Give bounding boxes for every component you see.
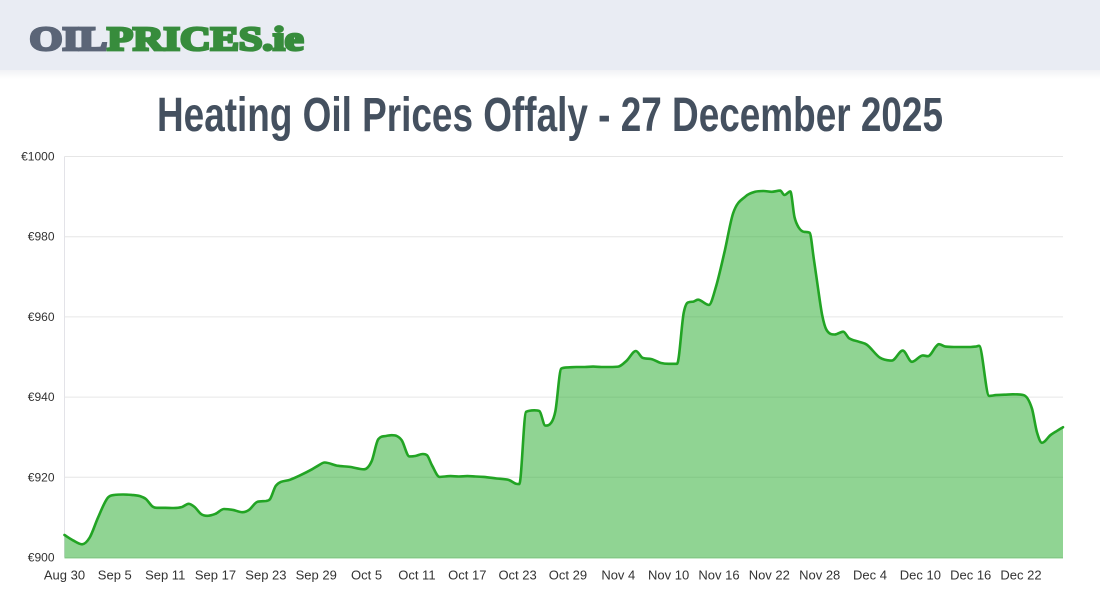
- svg-text:Oct 17: Oct 17: [448, 568, 486, 583]
- svg-text:Nov 10: Nov 10: [648, 568, 689, 583]
- svg-text:Sep 11: Sep 11: [145, 568, 185, 583]
- svg-text:Dec 16: Dec 16: [950, 568, 991, 583]
- svg-text:Sep 5: Sep 5: [98, 568, 132, 583]
- svg-text:Dec 4: Dec 4: [853, 568, 887, 583]
- svg-text:Dec 10: Dec 10: [900, 568, 941, 583]
- svg-text:Nov 28: Nov 28: [799, 568, 840, 583]
- svg-text:Oct 11: Oct 11: [398, 568, 435, 583]
- svg-text:Oct 29: Oct 29: [549, 568, 587, 583]
- svg-text:Nov 16: Nov 16: [698, 568, 739, 583]
- svg-text:Dec 22: Dec 22: [1000, 568, 1041, 583]
- svg-text:Sep 23: Sep 23: [245, 568, 286, 583]
- svg-text:€1000: €1000: [21, 150, 55, 164]
- svg-text:€940: €940: [28, 390, 55, 404]
- svg-text:Sep 17: Sep 17: [195, 568, 236, 583]
- svg-text:Oct 5: Oct 5: [351, 568, 382, 583]
- svg-text:Sep 29: Sep 29: [296, 568, 337, 583]
- svg-text:Nov 22: Nov 22: [749, 568, 790, 583]
- svg-text:€920: €920: [28, 470, 55, 484]
- svg-text:Nov 4: Nov 4: [601, 568, 635, 583]
- svg-text:Heating Oil Prices Offaly - 27: Heating Oil Prices Offaly - 27 December …: [157, 89, 943, 142]
- svg-text:€900: €900: [28, 551, 55, 565]
- svg-text:€980: €980: [28, 230, 55, 244]
- svg-text:Oct 23: Oct 23: [498, 568, 536, 583]
- svg-text:Aug 30: Aug 30: [44, 568, 85, 583]
- svg-text:€960: €960: [28, 310, 55, 324]
